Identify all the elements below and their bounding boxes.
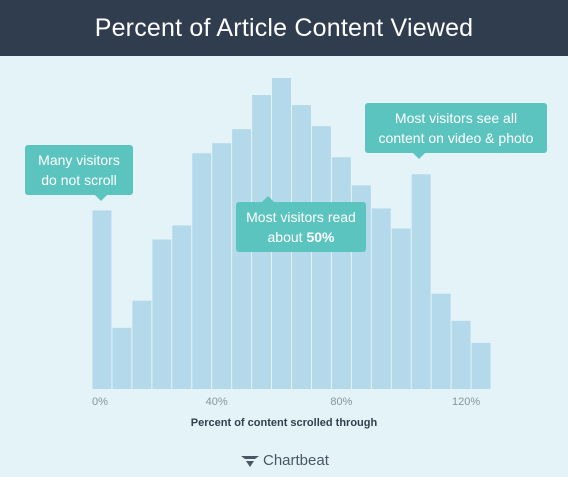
header-bar: Percent of Article Content Viewed (0, 0, 568, 56)
x-tick-labels: 0% 40% 80% 120% (92, 396, 480, 408)
annotation-video-photo-line2: content on video & photo (378, 130, 534, 146)
histogram-bar (132, 300, 152, 389)
annotation-no-scroll-line2: do not scroll (41, 172, 117, 188)
x-tick-label: 120% (452, 396, 480, 408)
histogram-bar (172, 225, 192, 389)
annotation-video-photo: Most visitors see all content on video &… (365, 103, 547, 159)
histogram-bar (371, 208, 391, 389)
histogram-bar (411, 174, 431, 389)
histogram-bar (471, 342, 491, 389)
histogram-bar (212, 143, 232, 389)
brand-name: Chartbeat (263, 452, 329, 469)
x-tick-label: 80% (330, 396, 352, 408)
histogram-bar (192, 153, 212, 389)
histogram-bar (451, 320, 471, 389)
histogram-bar (311, 126, 331, 390)
histogram-bar (112, 327, 132, 389)
annotation-read-50-value: 50% (306, 229, 335, 245)
histogram-bar (331, 157, 351, 389)
annotation-read-50: Most visitors read about 50% (236, 196, 366, 252)
x-axis-title: Percent of content scrolled through (190, 417, 378, 429)
chart-title: Percent of Article Content Viewed (94, 13, 474, 42)
histogram-bar (391, 228, 411, 389)
chartbeat-logo-icon (241, 455, 259, 467)
annotation-no-scroll: Many visitors do not scroll (25, 145, 133, 201)
annotation-read-50-line1: Most visitors read (246, 209, 356, 225)
histogram-bar (152, 239, 172, 389)
chartbeat-logo: Chartbeat (240, 452, 329, 469)
histogram-bar (92, 210, 112, 389)
histogram-bar (232, 129, 252, 389)
annotation-no-scroll-line1: Many visitors (38, 152, 120, 168)
histogram-bar (431, 293, 451, 389)
x-tick-label: 0% (92, 396, 108, 408)
x-tick-label: 40% (206, 396, 228, 408)
annotation-read-50-prefix: about (267, 229, 307, 245)
annotation-read-50-line2: about 50% (244, 227, 358, 247)
annotation-video-photo-line1: Most visitors see all (394, 110, 518, 126)
